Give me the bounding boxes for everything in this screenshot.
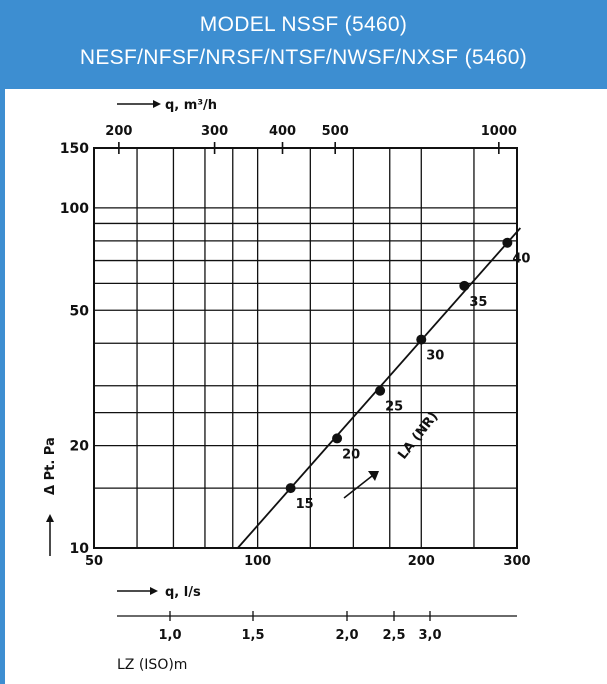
y-tick-label: 150 — [60, 141, 89, 157]
data-point — [375, 385, 386, 396]
top-axis-tick-label: 1000 — [481, 124, 517, 139]
data-point-label: 35 — [469, 295, 487, 310]
model-title: MODEL NSSF (5460) — [199, 13, 408, 36]
data-point — [285, 483, 296, 494]
data-point-label: 15 — [296, 497, 314, 512]
plot-border — [93, 147, 518, 549]
data-point-label: 20 — [342, 447, 360, 462]
data-point — [332, 433, 343, 444]
top-axis-tick-label: 400 — [269, 124, 296, 139]
data-point — [416, 334, 427, 345]
model-subtitle: NESF/NFSF/NRSF/NTSF/NWSF/NXSF (5460) — [79, 46, 528, 69]
series-label: LA (NR) — [395, 409, 441, 462]
lz-tick-label: 1,0 — [158, 628, 181, 643]
top-axis-tick-label: 300 — [201, 124, 228, 139]
x-tick-label: 200 — [408, 554, 435, 569]
y-tick-label: 10 — [70, 541, 90, 557]
x-axis-title: q, l/s — [165, 585, 201, 600]
series-arrow-head — [368, 471, 379, 481]
y-axis-title: Δ Pt. Pa — [43, 437, 58, 495]
top-axis-arrow-head — [153, 100, 161, 108]
y-axis-arrow-head — [46, 514, 54, 522]
lz-tick-label: 2,0 — [335, 628, 358, 643]
data-point-label: 25 — [385, 400, 403, 415]
y-tick-label: 100 — [60, 201, 89, 217]
data-point-label: 30 — [426, 349, 444, 364]
y-tick-label: 20 — [70, 439, 90, 455]
series-arrow-shaft — [343, 475, 373, 499]
lz-scale-title: LZ (ISO)m — [117, 657, 187, 673]
top-axis-tick-label: 500 — [322, 124, 349, 139]
lz-tick-label: 1,5 — [241, 628, 264, 643]
x-tick-label: 100 — [244, 554, 271, 569]
data-point — [502, 237, 513, 248]
y-tick-label: 50 — [70, 303, 90, 319]
x-axis-arrow-head — [150, 587, 158, 595]
left-accent-bar — [0, 89, 5, 684]
x-tick-label: 300 — [503, 554, 530, 569]
top-axis-tick-label: 200 — [105, 124, 132, 139]
lz-tick-label: 3,0 — [418, 628, 441, 643]
header-banner: MODEL NSSF (5460) NESF/NFSF/NRSF/NTSF/NW… — [0, 0, 607, 89]
data-point — [459, 280, 470, 291]
data-point-label: 40 — [512, 252, 530, 267]
top-axis-title: q, m³/h — [165, 98, 217, 113]
x-tick-label: 50 — [85, 554, 103, 569]
lz-tick-label: 2,5 — [382, 628, 405, 643]
